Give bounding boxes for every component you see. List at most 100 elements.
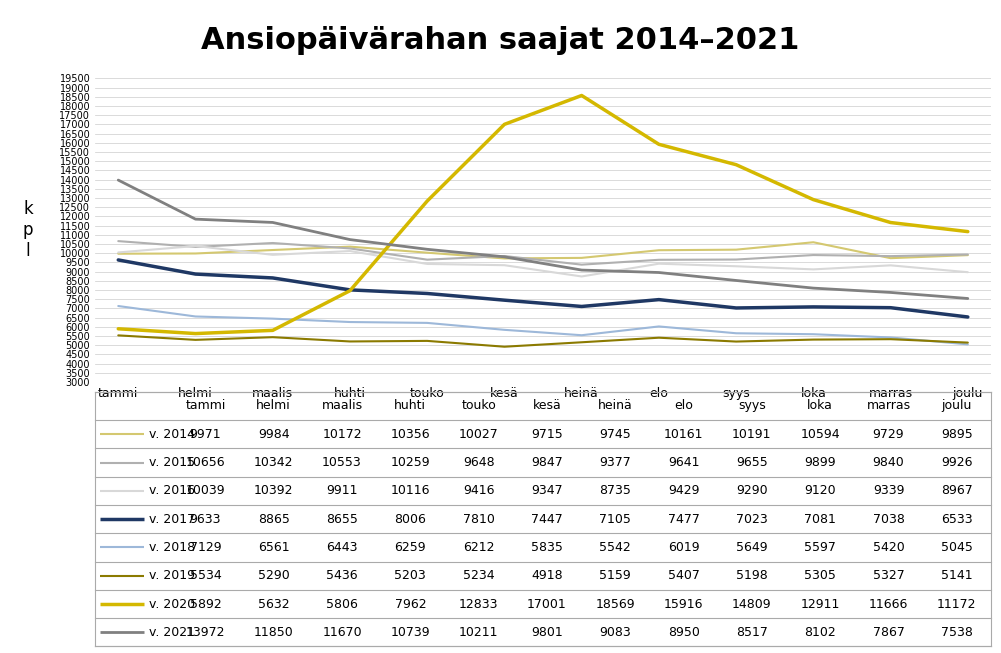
Text: 9971: 9971 xyxy=(189,428,221,441)
Text: 5159: 5159 xyxy=(600,569,632,582)
Text: 9847: 9847 xyxy=(532,456,563,469)
Text: 9648: 9648 xyxy=(462,456,494,469)
Text: 12833: 12833 xyxy=(458,597,498,611)
Text: v. 2014: v. 2014 xyxy=(149,428,195,441)
Text: tammi: tammi xyxy=(185,400,225,413)
Text: 14809: 14809 xyxy=(732,597,772,611)
Text: v. 2020: v. 2020 xyxy=(149,597,195,611)
Text: 6443: 6443 xyxy=(326,541,357,554)
Text: 7477: 7477 xyxy=(668,513,700,526)
Text: 9083: 9083 xyxy=(600,626,632,639)
Text: v. 2018: v. 2018 xyxy=(149,541,195,554)
Text: 9655: 9655 xyxy=(736,456,768,469)
Text: 5305: 5305 xyxy=(804,569,836,582)
Text: v. 2019: v. 2019 xyxy=(149,569,195,582)
Text: 7038: 7038 xyxy=(873,513,905,526)
Text: 7538: 7538 xyxy=(941,626,973,639)
Text: 10259: 10259 xyxy=(390,456,430,469)
Text: 7129: 7129 xyxy=(189,541,221,554)
Text: 6561: 6561 xyxy=(258,541,289,554)
Text: 7447: 7447 xyxy=(532,513,563,526)
Text: 7105: 7105 xyxy=(600,513,632,526)
Text: 7962: 7962 xyxy=(394,597,426,611)
Text: 7810: 7810 xyxy=(462,513,494,526)
Text: syys: syys xyxy=(738,400,766,413)
Text: 10739: 10739 xyxy=(390,626,430,639)
Text: v. 2016: v. 2016 xyxy=(149,485,195,498)
Text: elo: elo xyxy=(674,400,693,413)
Text: 9745: 9745 xyxy=(600,428,632,441)
Text: 10392: 10392 xyxy=(254,485,293,498)
Text: v. 2017: v. 2017 xyxy=(149,513,195,526)
Text: 9801: 9801 xyxy=(532,626,563,639)
Text: 5835: 5835 xyxy=(531,541,563,554)
Text: helmi: helmi xyxy=(256,400,291,413)
Text: 10027: 10027 xyxy=(458,428,498,441)
Text: 5203: 5203 xyxy=(394,569,426,582)
Text: 5407: 5407 xyxy=(668,569,700,582)
Text: 5534: 5534 xyxy=(189,569,221,582)
Text: 10342: 10342 xyxy=(254,456,293,469)
Text: loka: loka xyxy=(807,400,833,413)
Text: 13972: 13972 xyxy=(185,626,225,639)
Text: 17001: 17001 xyxy=(528,597,567,611)
Text: 9911: 9911 xyxy=(326,485,357,498)
Text: 10211: 10211 xyxy=(458,626,498,639)
Text: 9641: 9641 xyxy=(668,456,700,469)
Text: 9899: 9899 xyxy=(805,456,836,469)
Text: 5806: 5806 xyxy=(326,597,358,611)
Text: 9377: 9377 xyxy=(600,456,632,469)
Text: 5597: 5597 xyxy=(804,541,836,554)
Text: 8006: 8006 xyxy=(394,513,426,526)
Text: k
p
l: k p l xyxy=(23,200,33,260)
Text: 8967: 8967 xyxy=(941,485,973,498)
Text: 11666: 11666 xyxy=(869,597,908,611)
Text: 9729: 9729 xyxy=(873,428,904,441)
Text: 4918: 4918 xyxy=(532,569,563,582)
Text: 9339: 9339 xyxy=(873,485,904,498)
Text: 10356: 10356 xyxy=(390,428,430,441)
Text: 12911: 12911 xyxy=(801,597,840,611)
Text: 9895: 9895 xyxy=(941,428,973,441)
Text: 5198: 5198 xyxy=(736,569,768,582)
Text: 5892: 5892 xyxy=(189,597,221,611)
Text: 10656: 10656 xyxy=(185,456,225,469)
Text: 9120: 9120 xyxy=(805,485,836,498)
Text: 8655: 8655 xyxy=(326,513,358,526)
Text: 10039: 10039 xyxy=(185,485,225,498)
Text: 7023: 7023 xyxy=(736,513,768,526)
Text: 5327: 5327 xyxy=(873,569,904,582)
Text: 5649: 5649 xyxy=(736,541,768,554)
Text: 8865: 8865 xyxy=(258,513,289,526)
Text: 5234: 5234 xyxy=(462,569,494,582)
Text: 5436: 5436 xyxy=(326,569,357,582)
Text: 7081: 7081 xyxy=(804,513,836,526)
Text: 18569: 18569 xyxy=(596,597,635,611)
Text: v. 2015: v. 2015 xyxy=(149,456,195,469)
Text: 8517: 8517 xyxy=(736,626,768,639)
Text: 9984: 9984 xyxy=(258,428,289,441)
Text: 9290: 9290 xyxy=(736,485,768,498)
Text: 5045: 5045 xyxy=(941,541,973,554)
Text: huhti: huhti xyxy=(394,400,426,413)
Text: 10553: 10553 xyxy=(322,456,362,469)
Text: 9840: 9840 xyxy=(873,456,904,469)
Text: 5632: 5632 xyxy=(258,597,289,611)
Text: 6533: 6533 xyxy=(941,513,973,526)
Text: 9347: 9347 xyxy=(532,485,563,498)
Text: kesä: kesä xyxy=(533,400,562,413)
Text: 10594: 10594 xyxy=(801,428,840,441)
Text: 6212: 6212 xyxy=(462,541,494,554)
Text: 15916: 15916 xyxy=(664,597,704,611)
Text: 11670: 11670 xyxy=(322,626,361,639)
Text: Ansiopäivärahan saajat 2014–2021: Ansiopäivärahan saajat 2014–2021 xyxy=(201,26,800,55)
Text: 9633: 9633 xyxy=(189,513,221,526)
Text: 10172: 10172 xyxy=(322,428,361,441)
Text: 8950: 8950 xyxy=(668,626,700,639)
Text: 7867: 7867 xyxy=(873,626,905,639)
Text: heinä: heinä xyxy=(598,400,633,413)
Text: marras: marras xyxy=(867,400,911,413)
Text: 6259: 6259 xyxy=(394,541,426,554)
Text: 10161: 10161 xyxy=(664,428,704,441)
Text: 11172: 11172 xyxy=(937,597,977,611)
